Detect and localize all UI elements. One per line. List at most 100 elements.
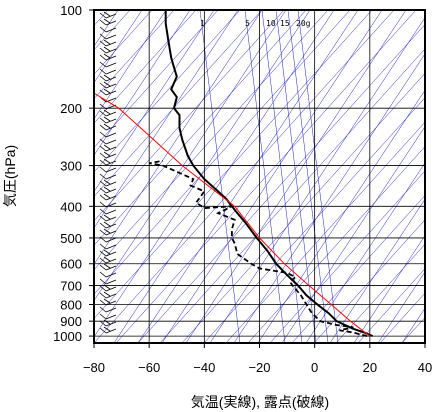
wind-barb: [99, 18, 117, 26]
barb-flag: [99, 61, 107, 68]
barb-staff: [105, 41, 117, 47]
barb-flag: [99, 145, 107, 152]
barb-flag: [99, 12, 107, 19]
wind-barb: [99, 201, 117, 208]
x-tick-label: 0: [311, 360, 318, 375]
barb-flag: [103, 193, 111, 199]
mixing-ratio-label: 10: [266, 19, 276, 28]
barb-flag: [99, 138, 107, 145]
barb-flag: [103, 11, 111, 17]
wind-barb: [99, 298, 117, 306]
isotherm-line: [269, 170, 425, 343]
barb-flag: [99, 180, 107, 187]
isotherm-line: [94, 10, 153, 75]
isotherm-line: [137, 24, 425, 343]
wind-barb: [99, 214, 117, 222]
wind-barb: [99, 116, 117, 124]
mixing-ratio-label: 20g: [296, 19, 311, 28]
barb-flag: [99, 68, 107, 75]
wind-barb: [99, 193, 117, 201]
barb-flag: [103, 319, 111, 325]
wind-barb: [99, 88, 117, 96]
mixing-ratio-label: 1: [200, 19, 205, 28]
barb-flag: [103, 228, 111, 234]
barb-staff: [105, 286, 117, 292]
adiabat-line: [94, 10, 239, 229]
barb-staff: [105, 167, 117, 173]
temperature-line: [164, 10, 373, 338]
barb-flag: [99, 250, 107, 257]
barb-flag: [99, 131, 107, 138]
isotherm-line: [94, 10, 197, 124]
barb-flag: [99, 257, 107, 264]
barb-flag: [99, 187, 107, 194]
wind-barb: [99, 166, 117, 173]
mixing-ratio-label: 5: [245, 19, 250, 28]
barb-staff: [105, 132, 117, 138]
profile-series: [94, 10, 373, 338]
barb-flag: [103, 144, 111, 150]
adiabat-line: [161, 10, 383, 343]
barb-flag: [99, 166, 107, 173]
wind-barb: [99, 123, 117, 131]
wind-barb: [99, 249, 117, 257]
isotherm-line: [94, 10, 373, 319]
isotherm-line: [247, 146, 425, 343]
mixing-ratio-line: [261, 10, 303, 343]
barb-flag: [103, 326, 111, 332]
barb-staff: [105, 27, 117, 33]
barb-flag: [103, 74, 111, 80]
barb-flag: [99, 264, 107, 271]
adiabat-line: [353, 235, 425, 343]
barb-flag: [99, 33, 107, 40]
adiabat-line: [94, 10, 191, 156]
wind-barb: [99, 256, 117, 264]
barb-flag: [99, 201, 107, 208]
barb-flag: [99, 19, 107, 26]
wind-barb: [99, 208, 117, 215]
wind-barb: [99, 68, 117, 75]
barb-flag: [99, 327, 107, 334]
adiabat-line: [94, 10, 215, 193]
wind-barb: [99, 278, 117, 285]
barb-staff: [105, 202, 117, 208]
barb-flag: [103, 179, 111, 185]
barb-flag: [99, 110, 107, 117]
wind-barb: [99, 131, 117, 138]
barb-staff: [105, 62, 117, 68]
barb-staff: [105, 314, 117, 320]
barb-flag: [99, 47, 107, 54]
wind-barb: [99, 243, 117, 250]
barb-staff: [105, 251, 117, 257]
isotherm-line: [94, 10, 175, 100]
barb-staff: [105, 279, 117, 285]
barb-flag: [99, 54, 107, 61]
barb-staff: [105, 300, 117, 306]
isotherm-line: [181, 72, 425, 343]
barb-flag: [103, 256, 111, 262]
barb-staff: [105, 237, 117, 243]
barb-flag: [99, 299, 107, 306]
wind-barb: [99, 221, 117, 229]
barb-flag: [103, 39, 111, 45]
barb-staff: [105, 125, 117, 131]
barb-flag: [103, 116, 111, 122]
adiabat-line: [94, 10, 167, 120]
adiabat-line: [94, 10, 263, 265]
y-tick-label: 900: [60, 314, 82, 329]
isotherm-line: [159, 48, 425, 343]
adiabat-line: [94, 10, 143, 84]
isotherm-line: [94, 10, 307, 246]
wind-barb: [99, 151, 117, 159]
barb-flag: [99, 320, 107, 327]
barb-flag: [99, 271, 107, 278]
wind-barb: [99, 144, 117, 152]
barb-staff: [105, 139, 117, 145]
adiabat-line: [94, 10, 311, 338]
barb-staff: [105, 118, 117, 124]
mixing-ratio-line: [244, 10, 286, 343]
barb-flag: [103, 158, 111, 164]
wind-barb: [99, 319, 117, 327]
barb-flag: [103, 186, 111, 192]
